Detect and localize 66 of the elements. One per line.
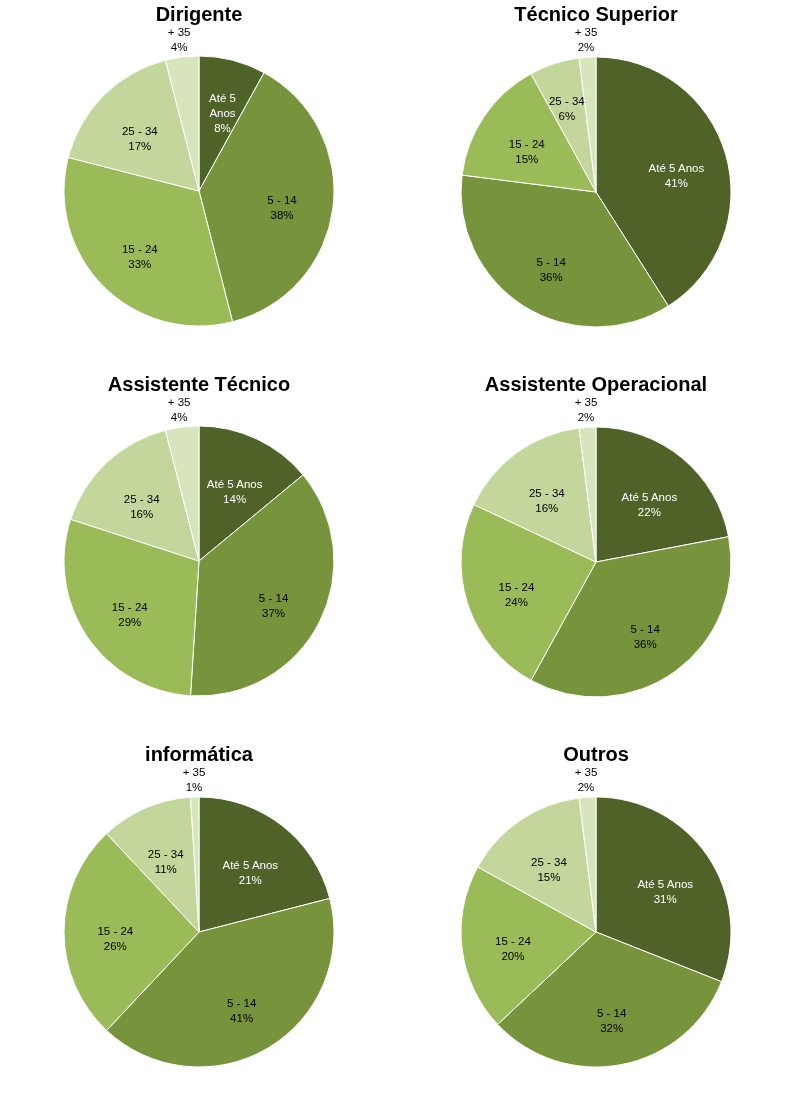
slice-label: 5 - 14 <box>596 1007 627 1020</box>
data-label: 31% <box>653 892 677 905</box>
data-label: 1% <box>185 781 202 794</box>
slice-label: 5 - 14 <box>266 194 297 207</box>
data-label: 36% <box>633 637 657 650</box>
chart-title: Dirigente <box>155 3 242 26</box>
data-label: 8% <box>213 122 231 135</box>
slice-label: 25 - 34 <box>121 124 158 137</box>
data-label: 37% <box>261 607 285 619</box>
slice-label: 15 - 24 <box>494 935 531 948</box>
data-label: 16% <box>129 507 153 520</box>
slice-label: + 35 <box>574 396 597 409</box>
chart-title: informática <box>144 743 254 766</box>
data-label: 11% <box>154 863 177 876</box>
chart-title: Assistente Técnico <box>107 373 290 396</box>
slice-label: Até 5 Anos <box>206 478 263 491</box>
slice-label: Até 5 Anos <box>221 858 278 871</box>
data-label: 2% <box>577 41 594 54</box>
slice-label: 5 - 14 <box>226 997 257 1010</box>
slice-label: Até 5 Anos <box>648 161 704 174</box>
data-label: 32% <box>599 1022 623 1035</box>
slice-label: + 35 <box>167 396 190 409</box>
data-label: 33% <box>127 258 151 271</box>
slice-label: 5 - 14 <box>535 255 566 268</box>
slice-label: 15 - 24 <box>508 137 545 150</box>
data-label: 15% <box>536 870 560 883</box>
data-label: 20% <box>500 950 524 963</box>
data-label: 22% <box>637 505 661 518</box>
slice-label: 15 - 24 <box>111 601 148 614</box>
slice-label: 25 - 34 <box>530 855 567 868</box>
data-label: 4% <box>170 411 187 424</box>
slice-label: Até 5 Anos <box>621 490 677 503</box>
data-label: 4% <box>170 41 187 54</box>
data-label: 29% <box>117 616 141 629</box>
data-label: 6% <box>557 110 575 123</box>
slice-label: 25 - 34 <box>147 848 184 861</box>
slice-label: 15 - 24 <box>96 925 134 937</box>
data-label: 26% <box>103 940 127 952</box>
data-label: 36% <box>539 270 563 283</box>
data-label: 2% <box>577 781 594 794</box>
slice-label: 25 - 34 <box>528 487 565 500</box>
slice-label: 25 - 34 <box>123 492 160 505</box>
data-label: 14% <box>222 493 246 506</box>
data-label: 17% <box>127 139 151 152</box>
data-label: 15% <box>514 152 538 165</box>
data-label: 38% <box>270 209 294 222</box>
slice-label: 25 - 34 <box>548 95 585 108</box>
chart-title: Outros <box>562 743 629 766</box>
slice-label: 15 - 24 <box>121 243 158 256</box>
slice-label: + 35 <box>167 26 190 39</box>
chart-title: Técnico Superior <box>513 3 678 26</box>
chart-title: Assistente Operacional <box>484 373 707 396</box>
slice-label: + 35 <box>574 766 597 779</box>
data-label: 41% <box>229 1012 253 1025</box>
slice-label: 5 - 14 <box>629 622 660 635</box>
data-label: 41% <box>664 176 688 189</box>
slice-label: Até 5 Anos <box>208 92 236 120</box>
data-label: 16% <box>534 502 558 515</box>
slice-label: 5 - 14 <box>258 592 289 604</box>
slice-label: 15 - 24 <box>497 580 535 593</box>
slice-label: + 35 <box>574 26 597 39</box>
data-label: 2% <box>577 411 594 424</box>
data-label: 24% <box>504 595 528 608</box>
slice-label: + 35 <box>182 766 205 779</box>
data-label: 21% <box>238 873 262 886</box>
slice-label: Até 5 Anos <box>636 877 693 890</box>
